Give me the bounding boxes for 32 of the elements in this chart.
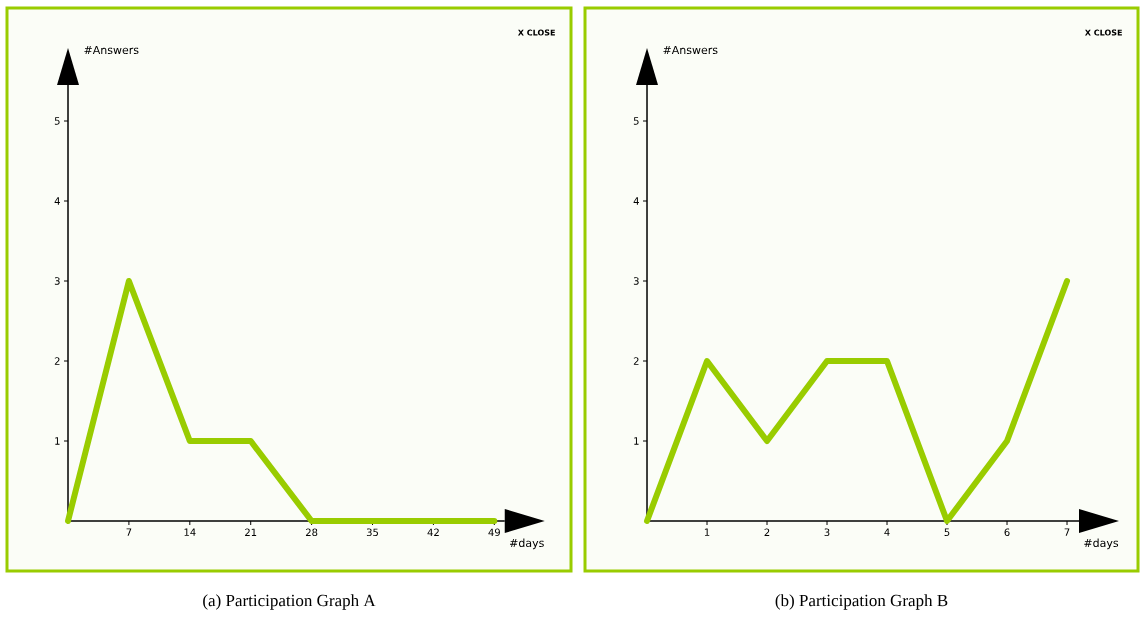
y-tick-label: 5 [54,117,60,125]
y-axis-title: #Answers [84,45,139,55]
x-tick-label: 4 [884,528,890,536]
x-axis-title: #days [1084,538,1119,550]
x-tick-label: 7 [1064,528,1070,536]
x-tick-label: 3 [824,528,830,537]
y-tick-label: 3 [633,277,639,285]
x-tick-label: 14 [184,528,196,536]
x-tick-label: 42 [427,528,439,536]
y-tick-label: 2 [633,357,639,365]
y-tick-label: 4 [633,197,639,205]
x-tick-label: 2 [764,528,770,536]
x-tick-label: 6 [1004,528,1010,537]
y-tick-label: 5 [633,117,639,125]
x-tick-label: 28 [305,528,318,537]
y-tick-label: 1 [634,437,639,445]
x-tick-label: 35 [366,528,378,537]
y-tick-label: 4 [54,197,60,205]
x-tick-label: 49 [488,528,500,537]
x-tick-label: 5 [944,528,950,536]
y-tick-label: 3 [54,277,60,285]
x-tick-label: 1 [704,528,710,536]
text: X CLOSE [517,29,555,36]
y-axis-title: #Answers [663,45,718,55]
x-tick-label: 7 [126,528,132,536]
text: X CLOSE [1084,29,1122,36]
x-tick-label: 21 [245,528,257,536]
y-tick-label: 2 [54,357,60,365]
x-axis-title: #days [510,538,544,550]
text: (a) Participation Graph A [203,594,376,610]
y-tick-label: 1 [55,437,60,445]
text: (b) Participation Graph B [775,594,948,610]
